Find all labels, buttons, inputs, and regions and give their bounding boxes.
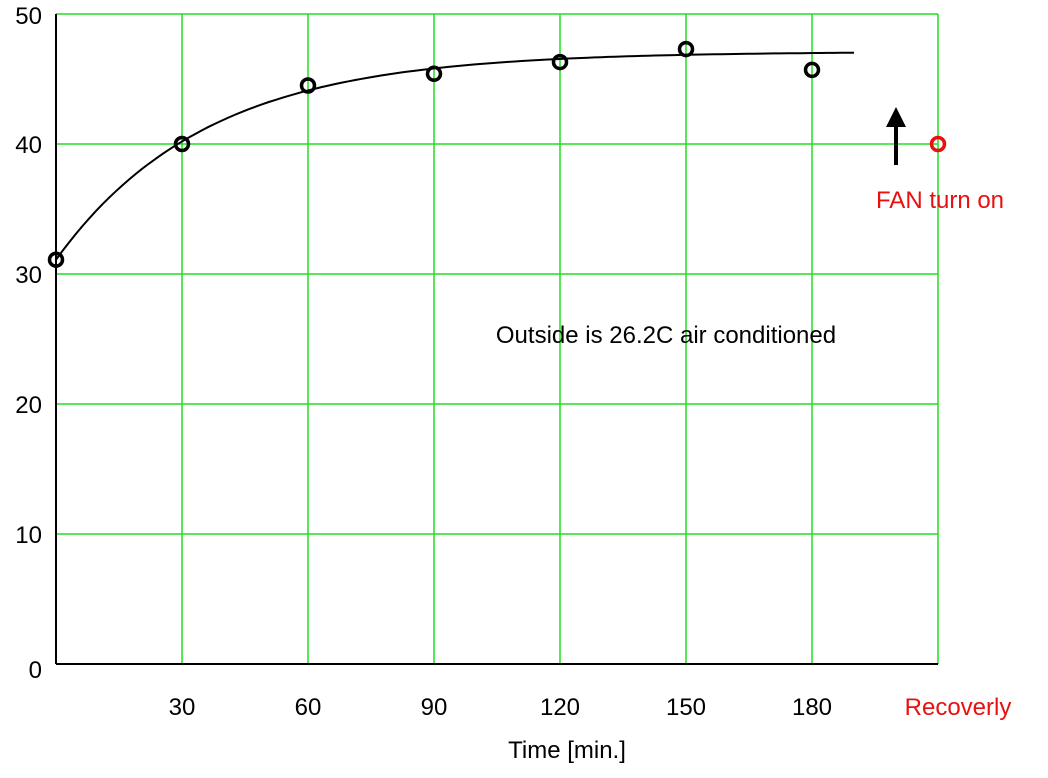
data-points bbox=[47, 40, 947, 268]
data-point bbox=[299, 77, 317, 94]
trend-curve bbox=[55, 51, 855, 261]
y-tick-label: 50 bbox=[15, 3, 42, 30]
data-point bbox=[47, 251, 65, 268]
data-point bbox=[551, 53, 569, 71]
y-tick-label: 40 bbox=[15, 132, 42, 159]
x-tick-label: 180 bbox=[792, 694, 832, 721]
fan-turn-on-label: FAN turn on bbox=[876, 187, 1004, 214]
data-point bbox=[173, 135, 191, 153]
y-tick-label: 30 bbox=[15, 262, 42, 289]
data-point bbox=[677, 40, 695, 58]
outside-temperature-note: Outside is 26.2C air conditioned bbox=[496, 322, 836, 349]
axes bbox=[55, 14, 938, 665]
x-axis-title: Time [min.] bbox=[508, 737, 626, 764]
x-tick-label: 90 bbox=[421, 694, 448, 721]
x-tick-label: 30 bbox=[169, 694, 196, 721]
data-point bbox=[425, 65, 443, 83]
x-tick-label: 150 bbox=[666, 694, 706, 721]
x-tick-label: 60 bbox=[295, 694, 322, 721]
y-tick-label: 0 bbox=[29, 657, 42, 684]
y-tick-labels: 0 10 20 30 40 50 bbox=[15, 3, 42, 684]
up-arrow-icon bbox=[886, 107, 906, 165]
grid bbox=[56, 13, 939, 665]
x-tick-label: 120 bbox=[540, 694, 580, 721]
data-point bbox=[803, 61, 821, 79]
recovery-label: Recoverly bbox=[905, 694, 1012, 721]
y-tick-label: 20 bbox=[15, 392, 42, 419]
y-tick-label: 10 bbox=[15, 522, 42, 549]
recovery-point bbox=[929, 135, 947, 153]
x-tick-labels: 30 60 90 120 150 180 bbox=[169, 694, 832, 721]
trend-curve-layer bbox=[55, 51, 855, 261]
